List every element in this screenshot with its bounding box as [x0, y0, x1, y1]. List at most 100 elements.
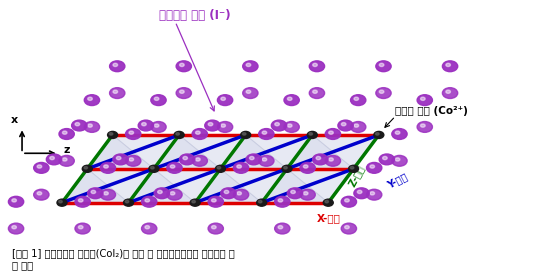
Circle shape: [190, 199, 200, 206]
Circle shape: [259, 200, 262, 203]
Circle shape: [59, 155, 75, 166]
Circle shape: [212, 199, 216, 202]
Circle shape: [300, 189, 315, 200]
Circle shape: [75, 223, 90, 234]
Circle shape: [303, 165, 308, 168]
Circle shape: [325, 200, 328, 203]
Circle shape: [192, 129, 207, 139]
Circle shape: [170, 165, 175, 168]
Polygon shape: [154, 135, 220, 169]
Circle shape: [174, 131, 184, 139]
Circle shape: [370, 192, 375, 195]
Circle shape: [176, 133, 179, 135]
Circle shape: [145, 199, 150, 202]
Circle shape: [84, 166, 87, 169]
Circle shape: [180, 90, 184, 93]
Circle shape: [9, 223, 24, 234]
Text: X-결합: X-결합: [316, 213, 340, 223]
Circle shape: [46, 154, 62, 165]
Polygon shape: [129, 169, 220, 203]
Circle shape: [208, 123, 213, 126]
Circle shape: [348, 165, 359, 172]
Circle shape: [291, 190, 295, 193]
Circle shape: [379, 90, 384, 93]
Circle shape: [376, 133, 379, 135]
Circle shape: [154, 97, 159, 100]
Circle shape: [78, 199, 83, 202]
Polygon shape: [129, 169, 195, 203]
Circle shape: [129, 131, 133, 134]
Circle shape: [141, 196, 157, 207]
Circle shape: [442, 88, 458, 99]
Circle shape: [224, 190, 229, 193]
Circle shape: [221, 124, 226, 127]
Text: Z-결합: Z-결합: [347, 163, 366, 188]
Circle shape: [350, 95, 366, 105]
Circle shape: [104, 192, 109, 195]
Circle shape: [110, 61, 125, 72]
Polygon shape: [195, 169, 287, 203]
Circle shape: [151, 95, 166, 105]
Circle shape: [82, 165, 92, 172]
Circle shape: [126, 155, 141, 166]
Circle shape: [341, 223, 356, 234]
Circle shape: [392, 155, 407, 166]
Polygon shape: [62, 169, 129, 203]
Circle shape: [284, 166, 287, 169]
Circle shape: [91, 190, 96, 193]
Circle shape: [141, 223, 157, 234]
Circle shape: [300, 163, 315, 173]
Circle shape: [325, 129, 341, 139]
Polygon shape: [220, 135, 312, 169]
Circle shape: [100, 163, 116, 173]
Circle shape: [180, 63, 184, 67]
Circle shape: [151, 121, 166, 132]
Circle shape: [50, 156, 55, 160]
Circle shape: [218, 95, 233, 105]
Circle shape: [138, 120, 153, 131]
Circle shape: [446, 63, 450, 67]
Circle shape: [284, 121, 299, 132]
Circle shape: [151, 166, 154, 169]
Circle shape: [154, 124, 159, 127]
Circle shape: [395, 158, 400, 161]
Circle shape: [208, 196, 224, 207]
Circle shape: [242, 133, 246, 135]
Circle shape: [107, 131, 118, 139]
Circle shape: [313, 154, 328, 165]
Polygon shape: [154, 135, 246, 169]
Circle shape: [246, 90, 251, 93]
Circle shape: [309, 133, 313, 135]
Circle shape: [59, 200, 62, 203]
Circle shape: [357, 190, 362, 193]
Circle shape: [126, 129, 141, 139]
Circle shape: [167, 189, 182, 200]
Circle shape: [167, 163, 182, 173]
Circle shape: [259, 129, 274, 139]
Circle shape: [78, 225, 83, 229]
Circle shape: [176, 61, 192, 72]
Circle shape: [113, 63, 118, 67]
Circle shape: [113, 90, 118, 93]
Circle shape: [246, 63, 251, 67]
Circle shape: [221, 97, 226, 100]
Circle shape: [217, 166, 221, 169]
Circle shape: [75, 196, 90, 207]
Circle shape: [63, 158, 67, 161]
Circle shape: [33, 189, 49, 200]
Circle shape: [395, 131, 400, 134]
Circle shape: [376, 61, 391, 72]
Text: 아이오딘 이온 (I⁻): 아이오딘 이온 (I⁻): [159, 9, 231, 22]
Circle shape: [241, 131, 251, 139]
Circle shape: [341, 196, 356, 207]
Circle shape: [37, 165, 42, 168]
Circle shape: [87, 97, 92, 100]
Circle shape: [192, 155, 207, 166]
Circle shape: [33, 163, 49, 173]
Circle shape: [316, 156, 321, 160]
Circle shape: [307, 131, 318, 139]
Circle shape: [116, 156, 121, 160]
Circle shape: [237, 165, 241, 168]
Circle shape: [221, 188, 236, 199]
Circle shape: [113, 154, 128, 165]
